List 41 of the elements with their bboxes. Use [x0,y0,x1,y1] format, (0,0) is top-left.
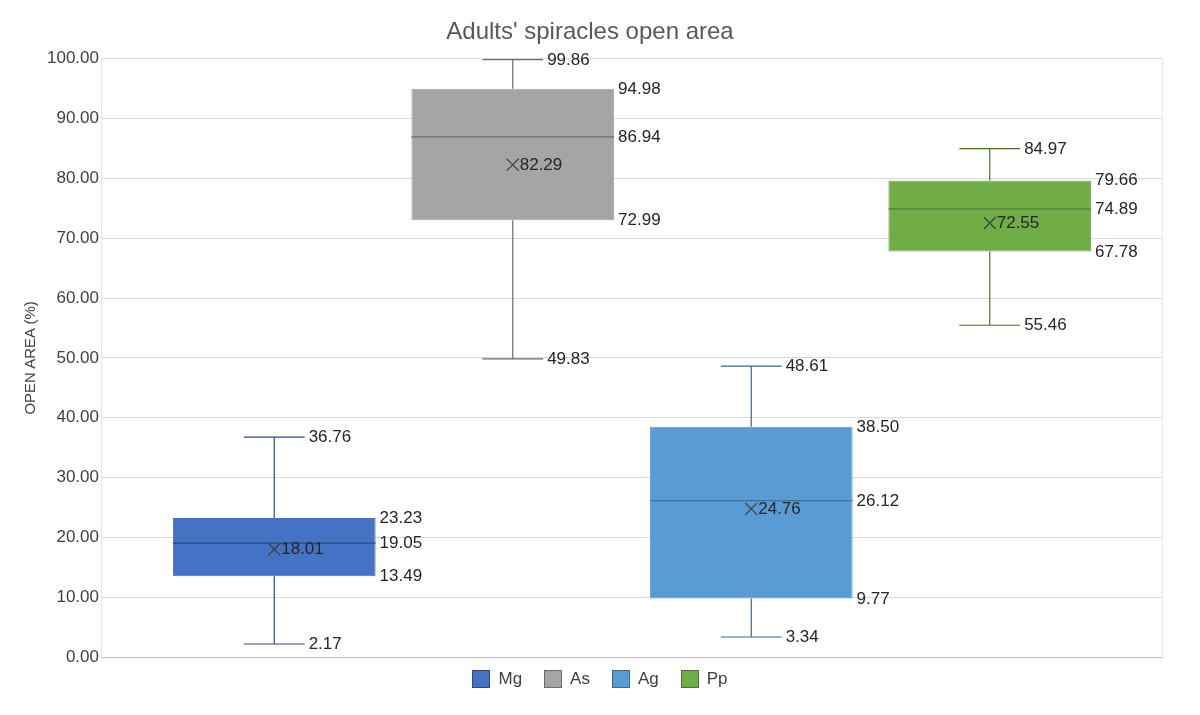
annotation: 84.97 [1024,138,1067,158]
annotation: 49.83 [547,348,590,368]
annotation: 24.76 [758,498,801,518]
annotation: 2.17 [308,634,342,654]
annotation: 18.01 [281,539,324,559]
y-tick-label: 0.00 [65,646,99,666]
y-tick-label: 20.00 [56,527,99,547]
annotation: 26.12 [856,490,900,510]
annotation: 99.86 [547,49,590,69]
y-tick-label: 80.00 [56,168,99,188]
annotation: 9.77 [856,588,890,608]
annotation: 19.05 [379,533,423,553]
annotation: 74.89 [1095,199,1138,218]
annotation: 72.55 [996,213,1040,232]
annotation: 67.78 [1095,241,1138,261]
y-tick-label: 30.00 [56,467,99,487]
annotation: 13.49 [379,566,423,586]
annotation: 3.34 [785,627,819,647]
y-tick-label: 10.00 [56,586,99,606]
y-tick-label: 40.00 [56,407,99,427]
annotation: 48.61 [785,356,829,376]
y-axis-title: OPEN AREA (%) [21,301,39,415]
annotation: 72.99 [618,210,661,230]
legend-label: As [570,669,590,689]
chart-title: Adults' spiracles open area [446,17,735,45]
y-tick-label: 60.00 [56,287,99,307]
annotation: 79.66 [1095,170,1138,190]
annotation: 38.50 [856,416,900,436]
y-tick-label: 100.00 [47,48,99,68]
y-tick-label: 90.00 [56,108,99,128]
y-tick-label: 70.00 [56,227,99,247]
annotation: 36.76 [308,427,352,447]
annotation: 23.23 [379,508,423,528]
annotation: 55.46 [1024,315,1067,335]
legend-label: Ag [637,669,659,689]
legend-label: Pp [706,669,728,689]
y-tick-label: 50.00 [56,347,99,367]
annotation: 86.94 [618,126,661,146]
annotation: 82.29 [519,154,563,174]
annotation: 94.98 [618,78,661,98]
legend-label: Mg [498,669,523,689]
